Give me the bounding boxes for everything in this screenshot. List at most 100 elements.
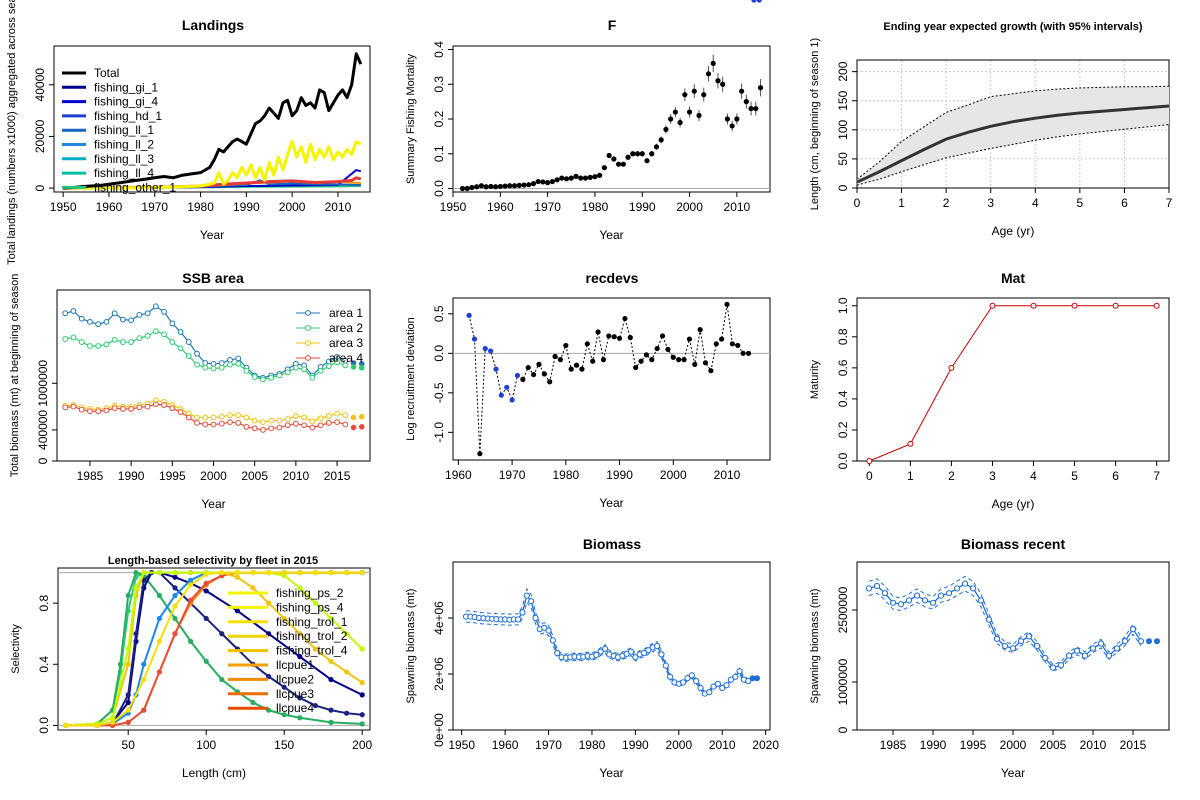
x-tick-label: 1970: [535, 738, 562, 752]
y-tick-label: 0.8: [37, 594, 51, 611]
data-point: [359, 721, 365, 727]
data-point: [218, 413, 225, 420]
x-tick-label: 1960: [445, 468, 472, 482]
data-point: [203, 615, 209, 622]
x-tick-label: 150: [274, 738, 294, 752]
x-tick-label: 2000: [279, 200, 306, 214]
x-tick-label: 2000: [665, 738, 692, 752]
series-line: [63, 140, 362, 190]
data-point: [78, 315, 85, 322]
data-point: [203, 588, 209, 594]
data-point: [748, 105, 754, 112]
y-tick-label: 0.0: [432, 345, 446, 362]
data-point: [284, 422, 291, 429]
y-tick-label: 0: [33, 184, 47, 191]
legend-label: area 4: [329, 351, 363, 365]
plot-frame: [452, 45, 771, 193]
x-tick-label: 2010: [325, 200, 352, 214]
data-point: [133, 631, 139, 637]
data-point: [597, 172, 603, 178]
data-point: [125, 699, 131, 706]
data-point: [530, 181, 537, 187]
data-point: [169, 339, 176, 345]
data-point: [488, 348, 494, 354]
data-point: [169, 405, 176, 412]
final-point: [358, 413, 365, 420]
y-tick-label: 0.4: [836, 390, 850, 407]
data-point: [125, 661, 131, 667]
chart-title: Landings: [182, 17, 244, 33]
y-axis-label: Spawning biomass (mt): [809, 589, 821, 704]
data-point: [234, 569, 240, 576]
y-tick-label: 0: [836, 184, 850, 191]
y-tick-label: 4e+06: [432, 601, 446, 635]
data-point: [260, 376, 266, 383]
data-point: [1033, 642, 1041, 650]
data-point: [268, 374, 275, 381]
data-point: [729, 341, 735, 347]
data-point: [530, 372, 537, 378]
data-point: [218, 364, 225, 371]
data-point: [692, 361, 698, 367]
data-point: [682, 92, 688, 98]
x-tick-label: 5: [1071, 469, 1078, 483]
data-point: [194, 350, 200, 357]
x-tick-label: 1970: [534, 200, 561, 214]
data-point: [953, 585, 961, 592]
data-point: [525, 364, 531, 371]
y-axis-label: Total biomass (mt) at beginning of seaso…: [9, 274, 21, 478]
data-point: [62, 404, 69, 411]
data-point: [554, 649, 561, 657]
data-point: [235, 412, 242, 419]
data-point: [125, 692, 131, 698]
data-point: [359, 712, 365, 718]
data-point: [188, 597, 194, 603]
data-point: [203, 571, 209, 577]
data-point: [202, 414, 209, 421]
y-tick-label: 40000: [33, 68, 47, 102]
data-point: [235, 355, 242, 362]
data-point: [665, 346, 671, 352]
lower-interval-line: [868, 590, 1142, 672]
data-point: [568, 366, 574, 372]
data-point: [292, 420, 299, 427]
biomass-line: [868, 582, 1142, 669]
data-point: [751, 0, 757, 3]
data-point: [519, 609, 526, 616]
data-point: [639, 151, 645, 157]
chart-title: Length-based selectivity by fleet in 201…: [108, 555, 318, 567]
data-point: [136, 335, 143, 342]
data-point: [658, 137, 664, 143]
data-point: [210, 421, 217, 428]
data-point: [169, 320, 176, 327]
data-point: [907, 440, 914, 447]
data-point: [292, 413, 299, 419]
data-point: [156, 669, 162, 675]
data-point: [1030, 302, 1037, 309]
chart-title: Biomass recent: [961, 536, 1066, 552]
legend-label: fishing_ps_4: [276, 600, 344, 614]
data-point: [218, 360, 225, 366]
data-point: [141, 569, 147, 576]
data-point: [638, 358, 644, 364]
data-point: [309, 374, 316, 381]
data-point: [203, 658, 209, 664]
data-point: [559, 175, 565, 181]
data-point: [729, 123, 735, 129]
legend-label: fishing_ll_3: [94, 152, 154, 166]
data-point: [325, 363, 332, 370]
data-point: [593, 651, 600, 659]
data-point: [881, 590, 889, 597]
data-point: [144, 332, 151, 339]
y-tick-label: 0.4: [432, 41, 446, 58]
lower-interval-line: [856, 124, 1170, 186]
data-point: [133, 569, 139, 576]
data-point: [606, 152, 612, 159]
x-tick-label: 1995: [960, 738, 987, 752]
data-point: [714, 680, 721, 687]
data-point: [317, 422, 324, 429]
y-tick-label: 0.0: [836, 452, 850, 469]
legend-marker: [305, 355, 311, 361]
y-tick-label: 0.1: [432, 145, 446, 162]
data-point: [128, 339, 135, 345]
